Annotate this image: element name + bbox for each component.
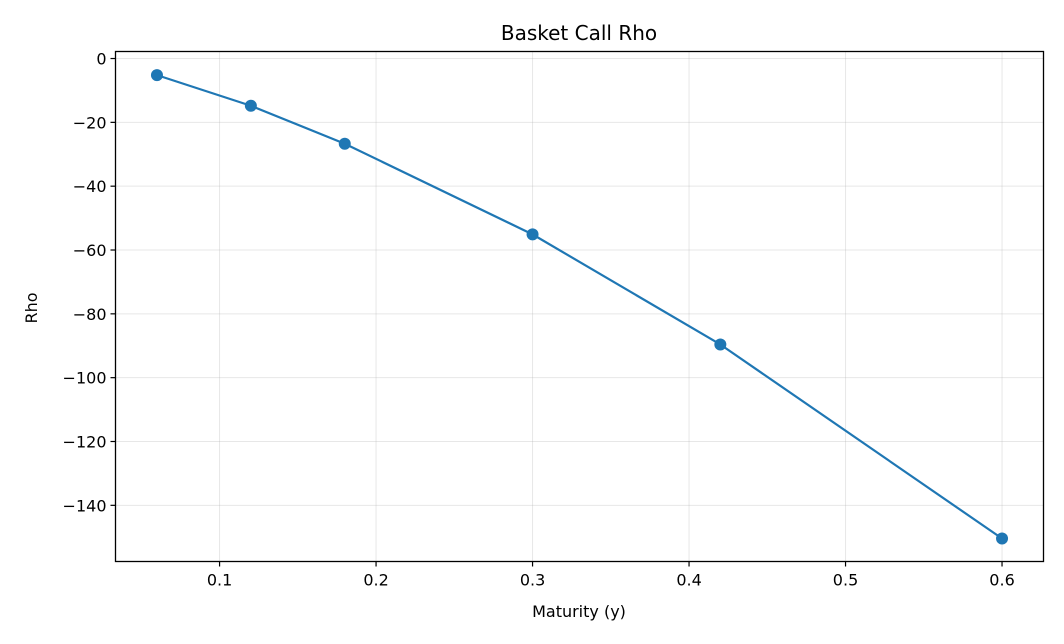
y-tick-label: −140 [63,496,107,515]
chart-title: Basket Call Rho [501,21,657,45]
y-tick-label: −100 [63,369,107,388]
x-tick-label: 0.1 [207,571,232,590]
data-point [244,99,257,112]
y-tick-label: −20 [73,113,107,132]
y-tick-label: −40 [73,177,107,196]
x-tick-label: 0.4 [676,571,701,590]
grid-layer [115,51,1044,562]
data-point [996,532,1009,545]
data-point [526,228,539,241]
tick-layer: 0.1 0.2 0.3 0.4 0.5 0.6 0 −20 −40 −60 −80 −100 −120 −… [63,50,1015,590]
series-layer [150,69,1009,545]
series-line [156,74,1003,540]
data-point [150,69,163,82]
y-axis-title: Rho [22,292,41,323]
x-tick-label: 0.5 [833,571,858,590]
plot-frame [114,50,1045,563]
x-tick-label: 0.2 [363,571,388,590]
y-tick-label: −60 [73,241,107,260]
data-point [714,338,727,351]
x-tick-label: 0.3 [520,571,545,590]
data-point [338,137,351,150]
x-tick-label: 0.6 [989,571,1014,590]
y-tick-label: −120 [63,433,107,452]
x-axis-title: Maturity (y) [532,602,626,621]
y-tick-label: 0 [96,50,106,69]
y-tick-label: −80 [73,305,107,324]
